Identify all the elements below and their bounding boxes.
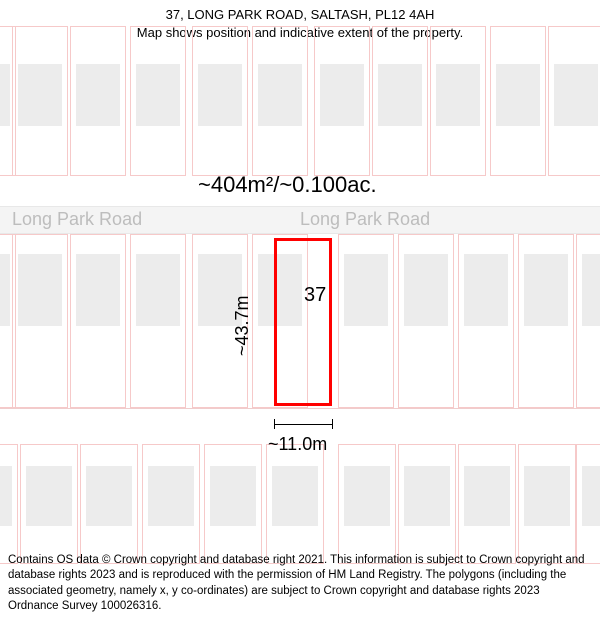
height-measurement-label: ~43.7m xyxy=(232,295,253,356)
building-footprint xyxy=(0,466,12,526)
building-footprint xyxy=(136,64,180,126)
building-footprint xyxy=(320,64,364,126)
width-measurement-label: ~11.0m xyxy=(268,434,327,455)
building-footprint xyxy=(272,466,318,526)
building-footprint xyxy=(404,466,450,526)
copyright-footer: Contains OS data © Crown copyright and d… xyxy=(0,547,600,625)
building-footprint xyxy=(76,254,120,326)
building-footprint xyxy=(378,64,422,126)
building-footprint xyxy=(198,64,242,126)
building-footprint xyxy=(344,254,388,326)
building-footprint xyxy=(464,254,508,326)
building-footprint xyxy=(76,64,120,126)
building-footprint xyxy=(464,466,510,526)
building-footprint xyxy=(26,466,72,526)
building-footprint xyxy=(344,466,390,526)
building-footprint xyxy=(404,254,448,326)
rear-boundary-line xyxy=(0,408,600,409)
building-footprint xyxy=(18,64,62,126)
house-number-label: 37 xyxy=(304,284,326,307)
building-footprint xyxy=(582,254,600,326)
building-footprint xyxy=(582,466,600,526)
building-footprint xyxy=(436,64,480,126)
area-measurement-label: ~404m²/~0.100ac. xyxy=(198,172,377,198)
building-footprint xyxy=(554,64,598,126)
map-canvas: Long Park Road Long Park Road 37 ~404m²/~0.… xyxy=(0,46,600,540)
road-name-right: Long Park Road xyxy=(300,209,430,230)
building-footprint xyxy=(524,254,568,326)
building-footprint xyxy=(18,254,62,326)
width-dim-tick xyxy=(274,419,275,429)
subject-property-outline xyxy=(274,238,332,406)
width-dim-line xyxy=(274,424,332,425)
building-footprint xyxy=(210,466,256,526)
building-footprint xyxy=(524,466,570,526)
width-dim-tick xyxy=(332,419,333,429)
building-footprint xyxy=(496,64,540,126)
building-footprint xyxy=(0,254,10,326)
building-footprint xyxy=(86,466,132,526)
building-footprint xyxy=(0,64,10,126)
building-footprint xyxy=(136,254,180,326)
road-name-left: Long Park Road xyxy=(12,209,142,230)
building-footprint xyxy=(258,64,302,126)
building-footprint xyxy=(148,466,194,526)
page-title: 37, LONG PARK ROAD, SALTASH, PL12 4AH xyxy=(10,6,590,24)
